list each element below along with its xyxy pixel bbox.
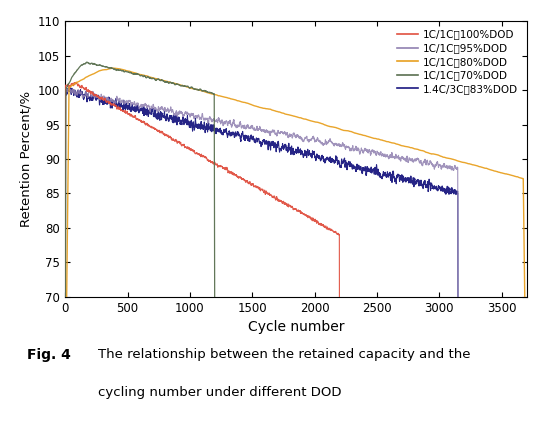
X-axis label: Cycle number: Cycle number: [248, 320, 344, 334]
Text: The relationship between the retained capacity and the: The relationship between the retained ca…: [98, 348, 470, 361]
Y-axis label: Retention Percent/%: Retention Percent/%: [20, 91, 33, 227]
Legend: 1C/1C，100%DOD, 1C/1C，95%DOD, 1C/1C，80%DOD, 1C/1C，70%DOD, 1.4C/3C，83%DOD: 1C/1C，100%DOD, 1C/1C，95%DOD, 1C/1C，80%DO…: [394, 26, 521, 97]
Text: Fig. 4: Fig. 4: [27, 348, 71, 362]
Text: cycling number under different DOD: cycling number under different DOD: [98, 386, 341, 399]
